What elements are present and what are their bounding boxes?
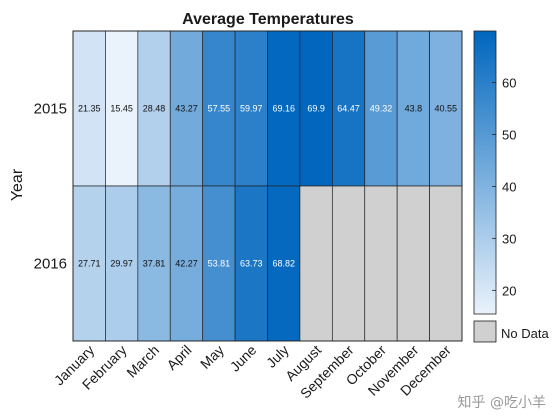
cell-value-label: 59.97: [240, 104, 263, 114]
cell-value-label: 15.45: [110, 104, 133, 114]
heatmap-cell: [267, 185, 301, 342]
colorbar-tick-label: 40: [502, 179, 516, 194]
cell-value-label: 29.97: [110, 259, 133, 269]
cell-value-label: 69.16: [272, 104, 295, 114]
cell-value-label: 27.71: [78, 259, 101, 269]
colorbar-tick-label: 30: [502, 231, 516, 246]
no-data-label: No Data: [501, 326, 549, 341]
colorbar: 20 30 40 50 60: [473, 30, 516, 315]
cell-value-label: 53.81: [208, 259, 231, 269]
cell-value-label: 49.32: [370, 104, 393, 114]
colorbar-tick-label: 60: [502, 75, 516, 90]
heatmap-cell: [72, 30, 106, 187]
cell-value-label: 64.47: [337, 104, 360, 114]
heatmap-cell: [169, 30, 204, 187]
heatmap-cell: [234, 185, 268, 342]
no-data-swatch: [473, 320, 497, 343]
cell-value-label: 21.35: [78, 104, 101, 114]
colorbar-tick-label: 20: [502, 283, 516, 298]
heatmap-cell: [234, 30, 268, 187]
cell-value-label: 57.55: [208, 104, 231, 114]
chart-title: Average Temperatures: [182, 11, 354, 28]
y-axis-label: Year: [9, 168, 26, 201]
heatmap-cell: [202, 30, 236, 187]
column-label: May: [197, 342, 227, 372]
heatmap-cell: [72, 185, 106, 342]
heatmap-cell: [396, 185, 430, 342]
heatmap-cell: [299, 30, 333, 187]
heatmap-cell: [299, 185, 333, 342]
watermark: 知乎 @吃小羊: [457, 395, 546, 411]
cell-value-label: 63.73: [240, 259, 263, 269]
heatmap-cell: [429, 185, 463, 342]
heatmap-cell: [429, 30, 463, 187]
heatmap-cell: [169, 185, 204, 342]
colorbar-gradient: [473, 30, 497, 315]
colorbar-tick-label: 50: [502, 127, 516, 142]
cell-value-label: 42.27: [175, 259, 198, 269]
cell-value-label: 43.27: [175, 104, 198, 114]
heatmap-cell: [364, 30, 398, 187]
heatmap-cell: [105, 185, 139, 342]
heatmap-cells: 21.35 15.45 28.48 43.27 57.55 59.97 69.16 69.9 6…: [72, 30, 463, 342]
heatmap-cell: [331, 185, 366, 342]
cell-value-label: 28.48: [143, 104, 166, 114]
column-label: April: [163, 342, 194, 373]
cell-value-label: 37.81: [143, 259, 166, 269]
column-label: March: [123, 342, 162, 381]
heatmap-cell: [364, 185, 398, 342]
row-labels: 2015 2016: [34, 101, 67, 273]
no-data-legend: No Data: [473, 320, 549, 343]
heatmap-cell: [202, 185, 236, 342]
cell-value-label: 40.55: [435, 104, 458, 114]
cell-value-label: 69.9: [307, 104, 325, 114]
cell-value-label: 68.82: [272, 259, 295, 269]
row-label: 2016: [34, 256, 67, 273]
cell-value-label: 43.8: [405, 104, 423, 114]
column-label: June: [227, 342, 260, 375]
plot-border: [72, 30, 463, 342]
row-label: 2015: [34, 101, 67, 118]
heatmap-cell: [105, 30, 139, 187]
